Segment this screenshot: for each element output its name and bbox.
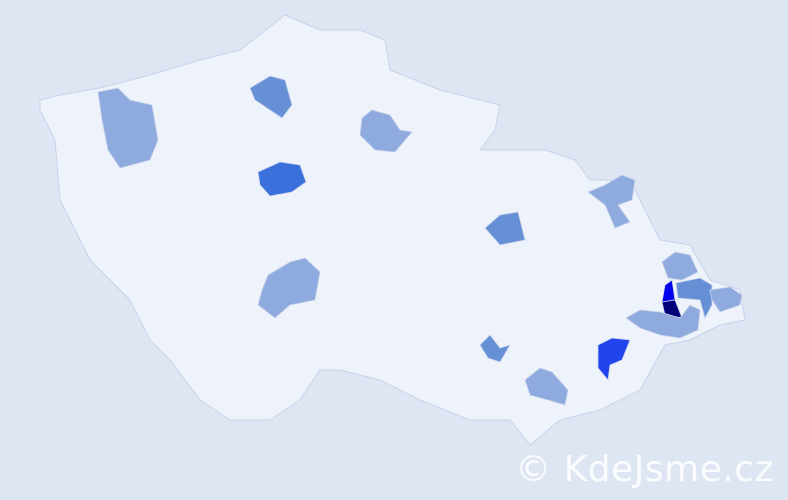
district-northeast-center[interactable] <box>359 109 413 153</box>
district-ostrava-north[interactable] <box>661 251 699 281</box>
district-northwest[interactable] <box>97 87 159 169</box>
district-ostrava[interactable] <box>675 277 713 320</box>
district-vsetin[interactable] <box>625 304 701 339</box>
district-silesia[interactable] <box>587 174 636 229</box>
district-central[interactable] <box>257 161 307 197</box>
district-south-moravia-1[interactable] <box>479 334 511 363</box>
district-zlin[interactable] <box>597 337 631 381</box>
watermark: © KdeJsme.cz <box>515 449 774 490</box>
district-south-central[interactable] <box>257 257 321 319</box>
district-north[interactable] <box>249 75 293 119</box>
district-south-moravia-2[interactable] <box>524 367 569 406</box>
district-karvina[interactable] <box>709 286 743 313</box>
country-outline <box>39 14 746 446</box>
district-east-central[interactable] <box>484 211 526 246</box>
